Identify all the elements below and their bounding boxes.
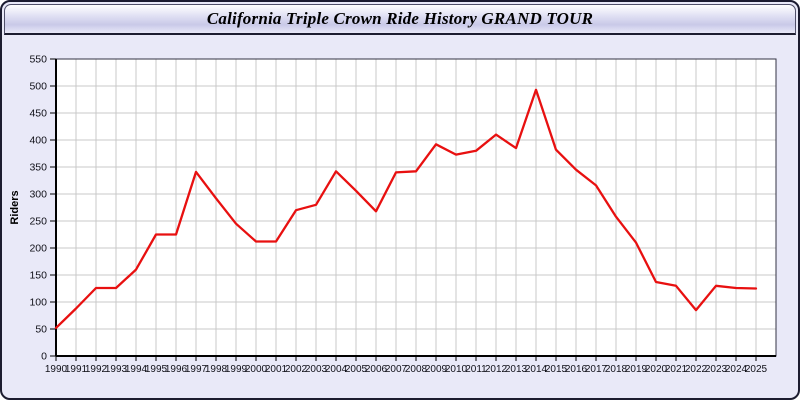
y-tick-label: 0 [41,351,47,363]
y-tick-label: 550 [29,54,47,66]
x-tick-label: 1992 [85,364,108,375]
x-tick-label: 2018 [605,364,628,375]
y-tick-label: 100 [29,297,47,309]
x-tick-label: 2001 [265,364,288,375]
x-tick-label: 1997 [185,364,208,375]
x-tick-label: 2013 [505,364,528,375]
x-tick-label: 2000 [245,364,268,375]
x-tick-label: 2023 [705,364,728,375]
ride-history-line-chart: 0501001502002503003504004505005501990199… [9,54,777,375]
y-tick-label: 450 [29,108,47,120]
title-bar: California Triple Crown Ride History GRA… [4,4,796,35]
y-tick-label: 300 [29,189,47,201]
x-tick-label: 2020 [645,364,668,375]
y-tick-label: 150 [29,270,47,282]
x-tick-label: 2011 [465,364,487,375]
x-tick-label: 2003 [305,364,328,375]
x-tick-label: 2002 [285,364,308,375]
chart-area: 0 50 100 150 200 250 300 350 400 450 500 550 1990 199… [2,35,798,398]
x-tick-label: 2024 [725,364,748,375]
x-tick-label: 2015 [545,364,568,375]
y-tick-label: 50 [35,324,47,336]
y-tick-label: 350 [29,162,47,174]
x-tick-label: 1991 [65,364,88,375]
x-tick-label: 1996 [165,364,188,375]
x-tick-label: 2010 [445,364,468,375]
x-tick-label: 1999 [225,364,248,375]
x-tick-label: 2007 [385,364,408,375]
y-axis-label: Riders [9,190,21,224]
x-tick-label: 2019 [625,364,648,375]
y-tick-label: 500 [29,81,47,93]
riders-series-line [54,88,758,330]
x-tick-label: 2022 [685,364,708,375]
page-title: California Triple Crown Ride History GRA… [206,9,594,28]
y-tick-label: 400 [29,135,47,147]
x-tick-label: 1995 [145,364,168,375]
y-tick-label: 200 [29,243,47,255]
x-tick-label: 2021 [665,364,688,375]
y-tick-label: 250 [29,216,47,228]
x-tick-label: 1998 [205,364,228,375]
x-tick-label: 2016 [565,364,588,375]
x-tick-label: 2025 [745,364,768,375]
x-tick-label: 2004 [325,364,348,375]
x-tick-label: 2014 [525,364,548,375]
x-tick-label: 1990 [45,364,68,375]
x-tick-label: 1994 [125,364,148,375]
x-tick-label: 2012 [485,364,508,375]
x-tick-label: 2008 [405,364,428,375]
x-tick-label: 2005 [345,364,368,375]
x-tick-label: 2017 [585,364,608,375]
x-tick-label: 2006 [365,364,388,375]
x-tick-label: 2009 [425,364,448,375]
x-tick-label: 1993 [105,364,128,375]
